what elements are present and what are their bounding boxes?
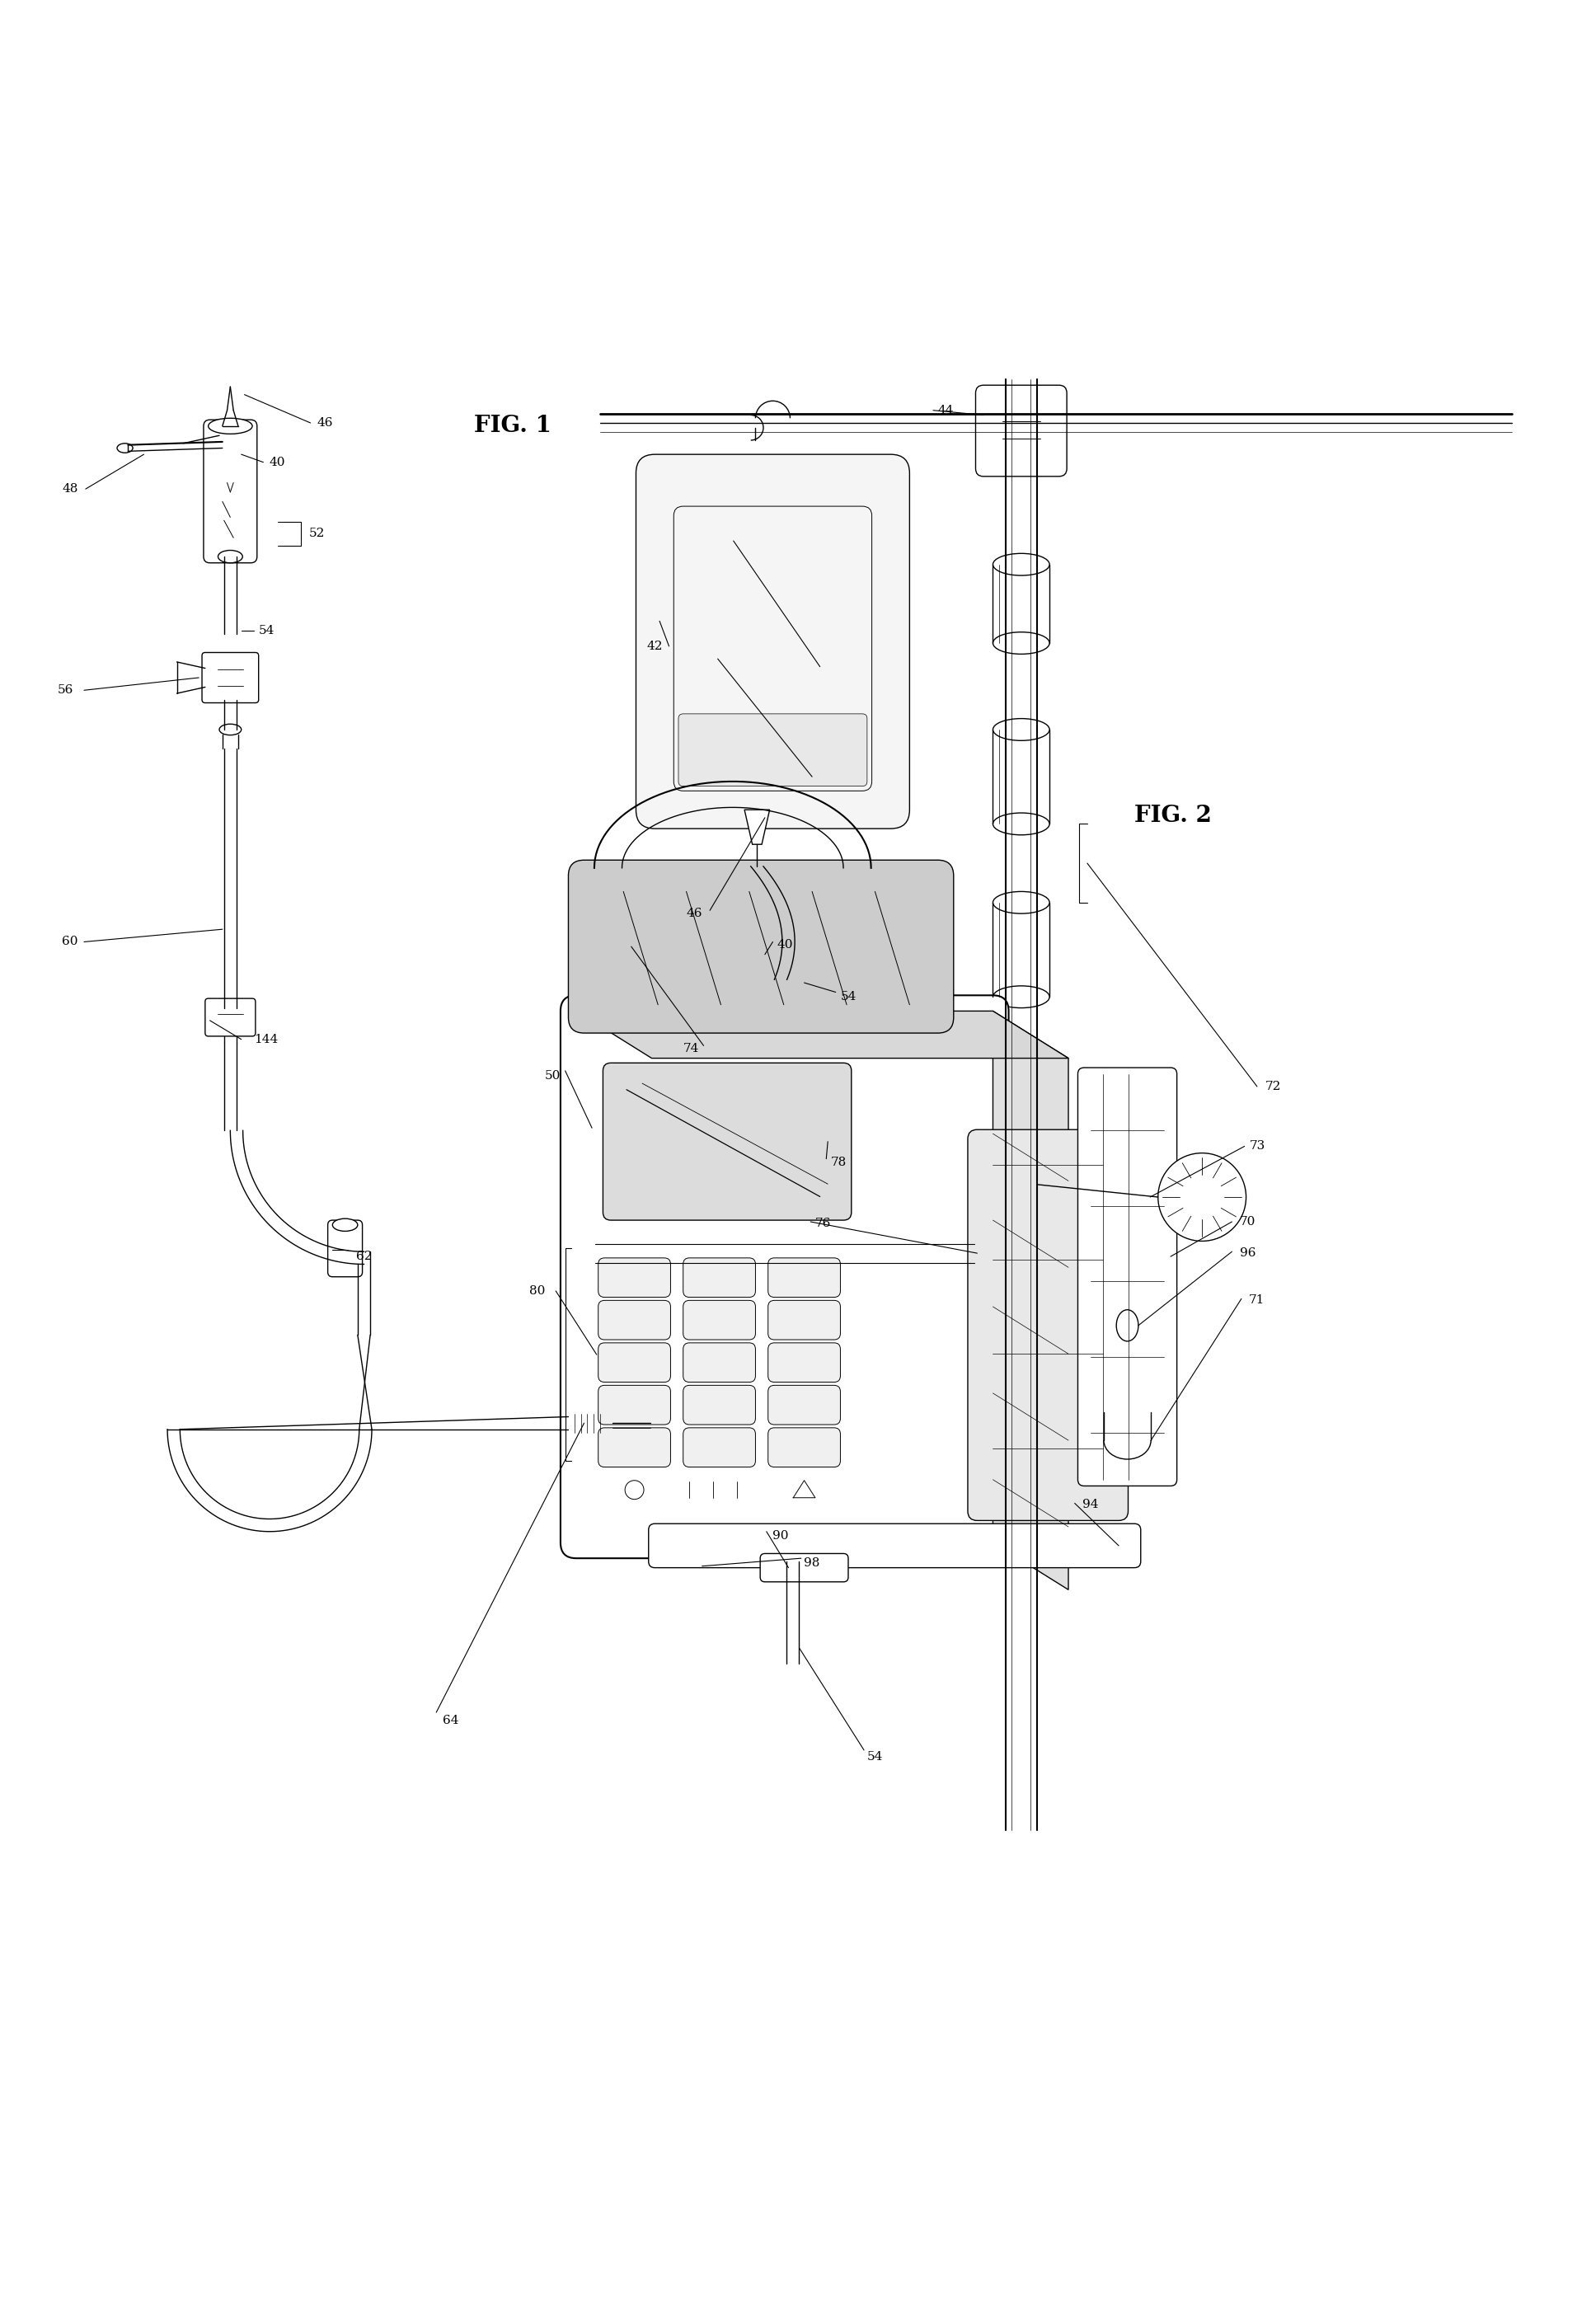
FancyBboxPatch shape: [968, 1129, 1128, 1520]
FancyBboxPatch shape: [768, 1427, 841, 1466]
Ellipse shape: [1117, 1311, 1139, 1341]
FancyBboxPatch shape: [598, 1257, 670, 1297]
FancyBboxPatch shape: [1077, 1067, 1176, 1485]
Ellipse shape: [333, 1218, 358, 1232]
Text: 50: 50: [544, 1069, 560, 1081]
Ellipse shape: [994, 718, 1050, 741]
Text: 48: 48: [62, 483, 77, 495]
Text: 64: 64: [443, 1715, 459, 1727]
Polygon shape: [576, 1011, 1068, 1057]
Ellipse shape: [994, 632, 1050, 653]
Ellipse shape: [994, 985, 1050, 1009]
Text: 54: 54: [841, 990, 856, 1002]
FancyBboxPatch shape: [683, 1427, 755, 1466]
FancyBboxPatch shape: [683, 1257, 755, 1297]
FancyBboxPatch shape: [768, 1257, 841, 1297]
FancyBboxPatch shape: [760, 1552, 848, 1583]
FancyBboxPatch shape: [560, 995, 1009, 1559]
Text: 74: 74: [683, 1043, 699, 1055]
FancyBboxPatch shape: [598, 1343, 670, 1383]
Text: 144: 144: [254, 1034, 279, 1046]
Text: 52: 52: [309, 528, 325, 539]
FancyBboxPatch shape: [568, 860, 954, 1034]
Text: 94: 94: [1082, 1499, 1099, 1511]
FancyBboxPatch shape: [678, 713, 867, 786]
FancyBboxPatch shape: [648, 1525, 1140, 1569]
Text: 80: 80: [528, 1285, 546, 1297]
Ellipse shape: [218, 551, 243, 562]
Text: 56: 56: [57, 686, 73, 695]
Ellipse shape: [994, 813, 1050, 834]
Text: 60: 60: [62, 937, 77, 948]
FancyBboxPatch shape: [683, 1385, 755, 1425]
Text: 46: 46: [317, 416, 333, 428]
FancyBboxPatch shape: [598, 1427, 670, 1466]
Text: FIG. 1: FIG. 1: [475, 416, 552, 437]
Circle shape: [1158, 1153, 1246, 1241]
Text: 40: 40: [270, 456, 285, 467]
Text: 72: 72: [1265, 1081, 1281, 1092]
Text: FIG. 2: FIG. 2: [1134, 804, 1211, 827]
Ellipse shape: [208, 418, 252, 435]
Text: 42: 42: [647, 641, 662, 653]
FancyBboxPatch shape: [683, 1301, 755, 1339]
FancyBboxPatch shape: [566, 1413, 613, 1434]
Text: 96: 96: [1240, 1248, 1255, 1260]
Text: 40: 40: [777, 939, 793, 951]
Text: 46: 46: [686, 909, 702, 920]
Text: 54: 54: [867, 1750, 883, 1762]
Ellipse shape: [117, 444, 132, 453]
Ellipse shape: [219, 725, 241, 734]
FancyBboxPatch shape: [683, 1343, 755, 1383]
Polygon shape: [744, 809, 770, 844]
FancyBboxPatch shape: [598, 1301, 670, 1339]
Text: 98: 98: [804, 1557, 820, 1569]
FancyBboxPatch shape: [768, 1301, 841, 1339]
FancyBboxPatch shape: [328, 1220, 363, 1276]
FancyBboxPatch shape: [202, 653, 259, 702]
FancyBboxPatch shape: [976, 386, 1066, 476]
FancyBboxPatch shape: [768, 1343, 841, 1383]
Polygon shape: [994, 1011, 1068, 1590]
Text: 78: 78: [831, 1157, 847, 1167]
FancyBboxPatch shape: [203, 421, 257, 562]
Text: 90: 90: [773, 1532, 788, 1543]
Text: 44: 44: [938, 404, 954, 416]
Text: 73: 73: [1249, 1141, 1265, 1153]
Text: 70: 70: [1240, 1215, 1255, 1227]
FancyBboxPatch shape: [205, 999, 255, 1037]
Ellipse shape: [994, 892, 1050, 913]
Text: 62: 62: [356, 1250, 372, 1262]
Text: 71: 71: [1249, 1294, 1265, 1306]
FancyBboxPatch shape: [768, 1385, 841, 1425]
Text: 76: 76: [815, 1218, 831, 1229]
FancyBboxPatch shape: [602, 1062, 852, 1220]
Ellipse shape: [994, 553, 1050, 576]
FancyBboxPatch shape: [636, 456, 910, 830]
FancyBboxPatch shape: [598, 1385, 670, 1425]
Text: 54: 54: [259, 625, 274, 637]
